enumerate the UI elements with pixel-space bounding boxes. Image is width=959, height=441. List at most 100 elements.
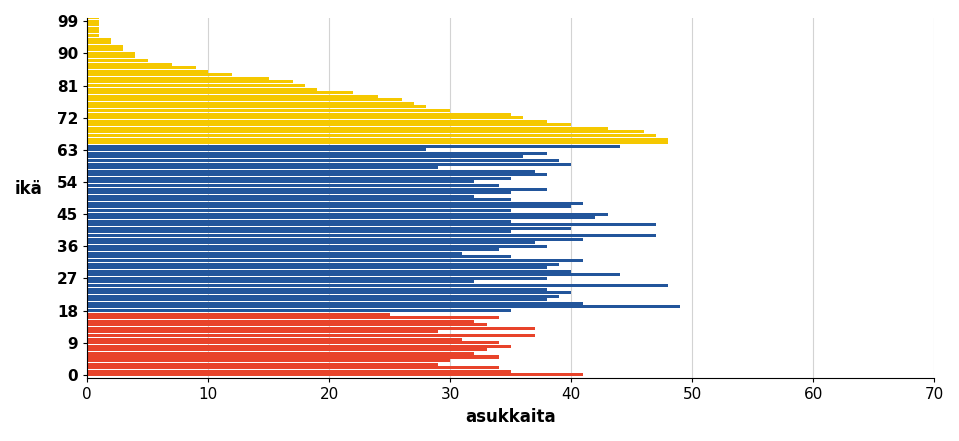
Bar [87, 374, 583, 376]
Bar [87, 262, 559, 265]
Bar [87, 102, 414, 105]
Bar [87, 213, 608, 216]
Bar [87, 45, 124, 48]
Bar [87, 41, 111, 44]
Bar [87, 370, 511, 373]
Bar [87, 241, 535, 244]
Bar [87, 234, 656, 237]
Bar [87, 313, 389, 316]
Bar [87, 284, 668, 287]
Bar [87, 273, 620, 277]
Bar [87, 116, 523, 119]
Bar [87, 91, 353, 94]
Bar [87, 327, 535, 330]
Bar [87, 191, 511, 194]
Bar [87, 98, 402, 101]
Bar [87, 355, 499, 359]
Bar [87, 316, 499, 319]
Y-axis label: ikä: ikä [15, 180, 43, 198]
Bar [87, 187, 547, 191]
Bar [87, 288, 547, 291]
Bar [87, 63, 172, 66]
Bar [87, 255, 511, 258]
Bar [87, 37, 111, 41]
Bar [87, 209, 511, 212]
Bar [87, 184, 499, 187]
Bar [87, 109, 450, 112]
Bar [87, 298, 547, 301]
Bar [87, 306, 680, 309]
Bar [87, 48, 124, 51]
Bar [87, 173, 547, 176]
X-axis label: asukkaita: asukkaita [465, 408, 556, 426]
Bar [87, 123, 572, 126]
Bar [87, 334, 535, 337]
Bar [87, 216, 596, 219]
Bar [87, 166, 438, 169]
Bar [87, 159, 559, 162]
Bar [87, 238, 583, 241]
Bar [87, 259, 583, 262]
Bar [87, 227, 572, 230]
Bar [87, 320, 475, 323]
Bar [87, 73, 232, 76]
Bar [87, 198, 511, 202]
Bar [87, 152, 547, 155]
Bar [87, 66, 196, 69]
Bar [87, 309, 511, 312]
Bar [87, 338, 462, 340]
Bar [87, 131, 643, 134]
Bar [87, 341, 499, 344]
Bar [87, 80, 292, 83]
Bar [87, 34, 99, 37]
Bar [87, 223, 656, 226]
Bar [87, 352, 475, 355]
Bar [87, 277, 547, 280]
Bar [87, 138, 668, 141]
Bar [87, 220, 511, 223]
Bar [87, 95, 378, 98]
Bar [87, 245, 547, 248]
Bar [87, 30, 99, 34]
Bar [87, 202, 583, 205]
Bar [87, 266, 547, 269]
Bar [87, 366, 499, 369]
Bar [87, 16, 99, 19]
Bar [87, 141, 668, 144]
Bar [87, 330, 438, 333]
Bar [87, 20, 99, 23]
Bar [87, 105, 426, 108]
Bar [87, 252, 462, 255]
Bar [87, 52, 135, 55]
Bar [87, 359, 450, 362]
Bar [87, 163, 572, 166]
Bar [87, 77, 269, 80]
Bar [87, 206, 572, 209]
Bar [87, 345, 511, 348]
Bar [87, 127, 608, 130]
Bar [87, 23, 99, 26]
Bar [87, 134, 656, 137]
Bar [87, 145, 620, 148]
Bar [87, 112, 511, 116]
Bar [87, 348, 486, 351]
Bar [87, 56, 135, 59]
Bar [87, 148, 426, 151]
Bar [87, 177, 511, 180]
Bar [87, 170, 535, 173]
Bar [87, 70, 208, 73]
Bar [87, 88, 317, 90]
Bar [87, 302, 583, 305]
Bar [87, 280, 475, 284]
Bar [87, 231, 511, 233]
Bar [87, 295, 559, 298]
Bar [87, 84, 305, 87]
Bar [87, 291, 572, 294]
Bar [87, 270, 572, 273]
Bar [87, 195, 475, 198]
Bar [87, 180, 475, 183]
Bar [87, 12, 99, 15]
Bar [87, 248, 499, 251]
Bar [87, 155, 523, 158]
Bar [87, 323, 486, 326]
